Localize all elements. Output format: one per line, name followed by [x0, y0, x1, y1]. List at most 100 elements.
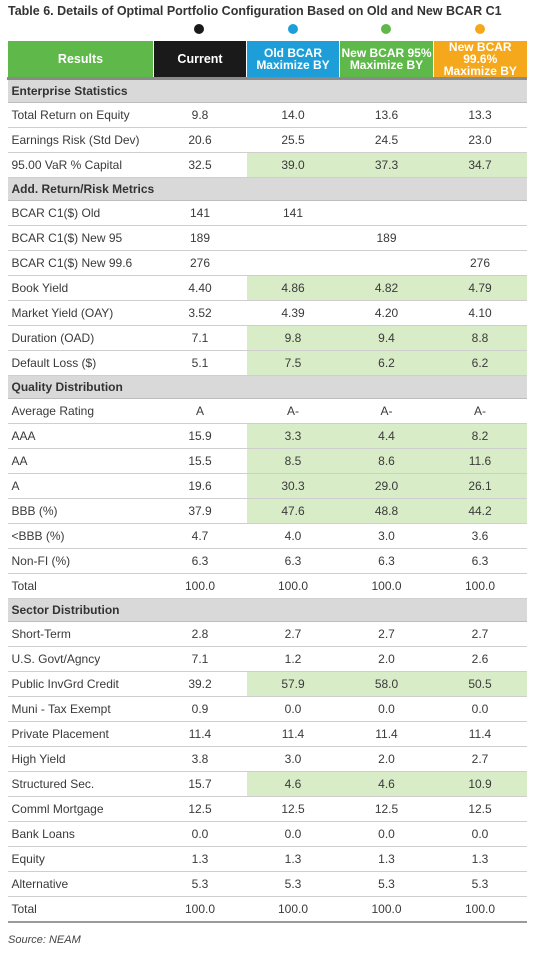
cell-value: 0.0 — [246, 821, 340, 847]
table-row: BCAR C1($) New 99.6 276 276 — [7, 250, 527, 276]
table-row: High Yield 3.8 3.0 2.0 2.7 — [7, 746, 527, 772]
cell-value: 26.1 — [433, 473, 527, 499]
cell-value: 8.6 — [339, 448, 434, 474]
cell-value: 9.4 — [339, 325, 434, 351]
cell-value: 12.5 — [339, 796, 434, 822]
table-row: Duration (OAD) 7.1 9.8 9.4 8.8 — [7, 325, 527, 351]
cell-value: 2.0 — [339, 746, 434, 772]
cell-value: 3.3 — [246, 423, 340, 449]
cell-value: 1.3 — [246, 846, 340, 872]
cell-value: 15.5 — [153, 448, 247, 474]
cell-value: 3.6 — [433, 523, 527, 549]
row-label: 95.00 VaR % Capital — [7, 152, 154, 178]
row-label: Default Loss ($) — [7, 350, 154, 376]
cell-value: 2.7 — [246, 621, 340, 647]
cell-value: 19.6 — [153, 473, 247, 499]
section-title: Sector Distribution — [7, 598, 527, 622]
row-label: Total — [7, 573, 154, 599]
header-new996-line2: Maximize BY — [443, 64, 517, 78]
cell-value: 0.0 — [339, 696, 434, 722]
section-header-row: Add. Return/Risk Metrics — [7, 177, 527, 201]
cell-value — [339, 250, 434, 276]
cell-value: 12.5 — [433, 796, 527, 822]
cell-value — [433, 200, 527, 226]
cell-value: 100.0 — [433, 896, 527, 923]
row-label: Duration (OAD) — [7, 325, 154, 351]
cell-value: 4.0 — [246, 523, 340, 549]
cell-value: 37.9 — [153, 498, 247, 524]
header-old-line2: Maximize BY — [256, 58, 330, 72]
cell-value: 9.8 — [153, 102, 247, 128]
cell-value: 30.3 — [246, 473, 340, 499]
cell-value: 44.2 — [433, 498, 527, 524]
cell-value: 5.3 — [433, 871, 527, 897]
cell-value: 9.8 — [246, 325, 340, 351]
cell-value: 14.0 — [246, 102, 340, 128]
cell-value: 12.5 — [246, 796, 340, 822]
row-label: Total — [7, 896, 154, 923]
new-bcar-996-dot-icon — [475, 24, 485, 34]
cell-value: 4.10 — [433, 300, 527, 326]
table-row: U.S. Govt/Agncy 7.1 1.2 2.0 2.6 — [7, 646, 527, 672]
cell-value: 11.6 — [433, 448, 527, 474]
cell-value: 0.0 — [339, 821, 434, 847]
cell-value: 24.5 — [339, 127, 434, 153]
row-label: A — [7, 473, 154, 499]
column-color-dots — [0, 24, 545, 36]
cell-value: 4.79 — [433, 275, 527, 301]
cell-value: 100.0 — [339, 896, 434, 923]
table-row: Earnings Risk (Std Dev) 20.6 25.5 24.5 23.0 — [7, 127, 527, 153]
cell-value: 8.8 — [433, 325, 527, 351]
cell-value: 11.4 — [339, 721, 434, 747]
cell-value: 6.3 — [339, 548, 434, 574]
header-results: Results — [7, 41, 154, 80]
header-current: Current — [153, 41, 247, 80]
row-label: Equity — [7, 846, 154, 872]
cell-value: 0.0 — [153, 821, 247, 847]
row-label: U.S. Govt/Agncy — [7, 646, 154, 672]
table-row: Market Yield (OAY) 3.52 4.39 4.20 4.10 — [7, 300, 527, 326]
section-title: Quality Distribution — [7, 375, 527, 399]
row-label: Bank Loans — [7, 821, 154, 847]
cell-value: 13.6 — [339, 102, 434, 128]
cell-value: 0.0 — [246, 696, 340, 722]
cell-value: 189 — [153, 225, 247, 251]
table-row: Total 100.0 100.0 100.0 100.0 — [7, 573, 527, 599]
row-label: Total Return on Equity — [7, 102, 154, 128]
table-row: AA 15.5 8.5 8.6 11.6 — [7, 448, 527, 474]
cell-value — [246, 225, 340, 251]
row-label: Short-Term — [7, 621, 154, 647]
table-row: Muni - Tax Exempt 0.9 0.0 0.0 0.0 — [7, 696, 527, 722]
cell-value: 12.5 — [153, 796, 247, 822]
cell-value: 2.6 — [433, 646, 527, 672]
table-row: A 19.6 30.3 29.0 26.1 — [7, 473, 527, 499]
table-row: AAA 15.9 3.3 4.4 8.2 — [7, 423, 527, 449]
cell-value: 8.5 — [246, 448, 340, 474]
cell-value: 100.0 — [339, 573, 434, 599]
cell-value: 32.5 — [153, 152, 247, 178]
table-row: Average Rating A A- A- A- — [7, 398, 527, 424]
cell-value: 4.6 — [339, 771, 434, 797]
cell-value: 23.0 — [433, 127, 527, 153]
row-label: High Yield — [7, 746, 154, 772]
cell-value: 6.2 — [433, 350, 527, 376]
table-row: Default Loss ($) 5.1 7.5 6.2 6.2 — [7, 350, 527, 376]
cell-value: 2.7 — [339, 621, 434, 647]
table-row: Non-FI (%) 6.3 6.3 6.3 6.3 — [7, 548, 527, 574]
cell-value: 1.3 — [433, 846, 527, 872]
new-bcar-95-dot-icon — [381, 24, 391, 34]
row-label: Structured Sec. — [7, 771, 154, 797]
header-old-line1: Old BCAR — [264, 46, 322, 60]
section-title: Add. Return/Risk Metrics — [7, 177, 527, 201]
section-header-row: Enterprise Statistics — [7, 78, 527, 103]
cell-value: 2.8 — [153, 621, 247, 647]
cell-value: 276 — [153, 250, 247, 276]
cell-value: A- — [339, 398, 434, 424]
cell-value: 25.5 — [246, 127, 340, 153]
cell-value: 29.0 — [339, 473, 434, 499]
cell-value: 3.8 — [153, 746, 247, 772]
cell-value: 0.0 — [433, 821, 527, 847]
cell-value: 20.6 — [153, 127, 247, 153]
cell-value: 6.3 — [433, 548, 527, 574]
cell-value: 100.0 — [433, 573, 527, 599]
